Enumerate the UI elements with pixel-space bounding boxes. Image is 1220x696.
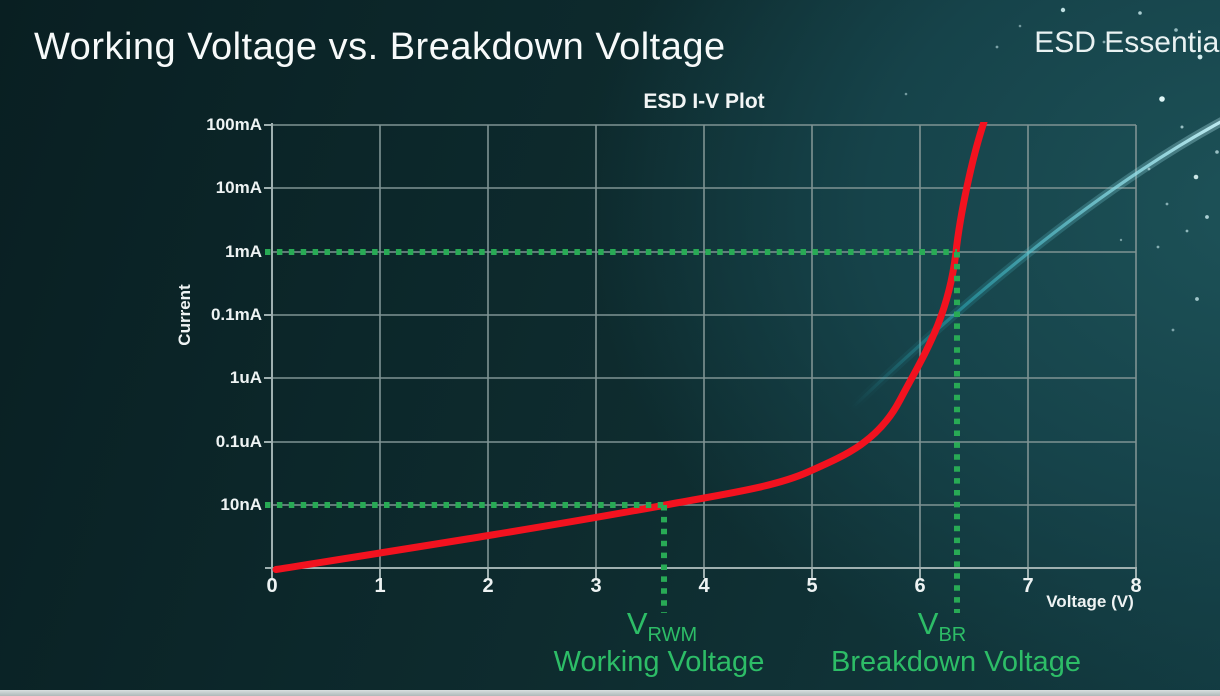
guide-lines: [265, 249, 960, 613]
y-tick-label: 1mA: [225, 242, 262, 261]
background-particles: [904, 7, 1219, 332]
x-tick-label: 3: [590, 575, 602, 597]
x-tick-label: 5: [806, 575, 818, 597]
chart-title: ESD I-V Plot: [643, 90, 765, 113]
x-tick-label: 1: [374, 575, 386, 597]
y-tick-label: 1uA: [229, 368, 262, 387]
x-tick-label: 4: [698, 575, 710, 597]
x-tick-label: 6: [914, 575, 926, 597]
axes: [264, 123, 1137, 578]
slide-title: Working Voltage vs. Breakdown Voltage: [34, 26, 726, 68]
y-tick-label: 10nA: [220, 495, 262, 514]
x-tick-label: 2: [482, 575, 494, 597]
x-tick-label: 0: [266, 575, 278, 597]
iv-curve: [272, 122, 988, 573]
y-tick-label: 100mA: [206, 115, 262, 134]
brand-label: ESD Essential: [1034, 26, 1220, 59]
y-tick-label: 0.1uA: [215, 432, 262, 451]
x-tick-label: 7: [1022, 575, 1034, 597]
x-axis-title: Voltage (V): [1046, 592, 1134, 611]
vrwm-symbol: VRWM: [626, 606, 698, 647]
light-streak: [848, 117, 1220, 412]
vbr-symbol: VBR: [917, 606, 967, 647]
y-tick-label: 10mA: [215, 178, 262, 197]
vbr-caption: Breakdown Voltage: [831, 646, 1081, 678]
y-tick-label: 0.1mA: [210, 305, 262, 324]
bottom-bar: [0, 690, 1220, 696]
vrwm-caption: Working Voltage: [553, 646, 765, 678]
x-tick-label: 8: [1130, 575, 1142, 597]
